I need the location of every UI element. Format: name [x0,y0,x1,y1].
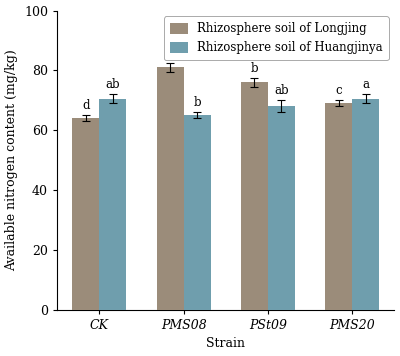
Bar [241,82,268,310]
Bar [325,103,352,310]
Y-axis label: Available nitrogen content (mg/kg): Available nitrogen content (mg/kg) [6,49,18,271]
Text: c: c [335,84,342,97]
Bar [184,115,211,310]
Bar [100,99,126,310]
Bar [268,106,295,310]
X-axis label: Strain: Strain [206,337,245,350]
Text: d: d [82,99,90,112]
Text: a: a [167,47,174,60]
Bar [352,99,379,310]
Legend: Rhizosphere soil of Longjing, Rhizosphere soil of Huangjinya: Rhizosphere soil of Longjing, Rhizospher… [164,16,388,60]
Bar [72,118,100,310]
Text: ab: ab [274,84,289,97]
Text: b: b [251,62,258,75]
Bar [157,67,184,310]
Text: b: b [193,96,201,109]
Text: ab: ab [106,78,120,91]
Text: a: a [362,78,369,91]
